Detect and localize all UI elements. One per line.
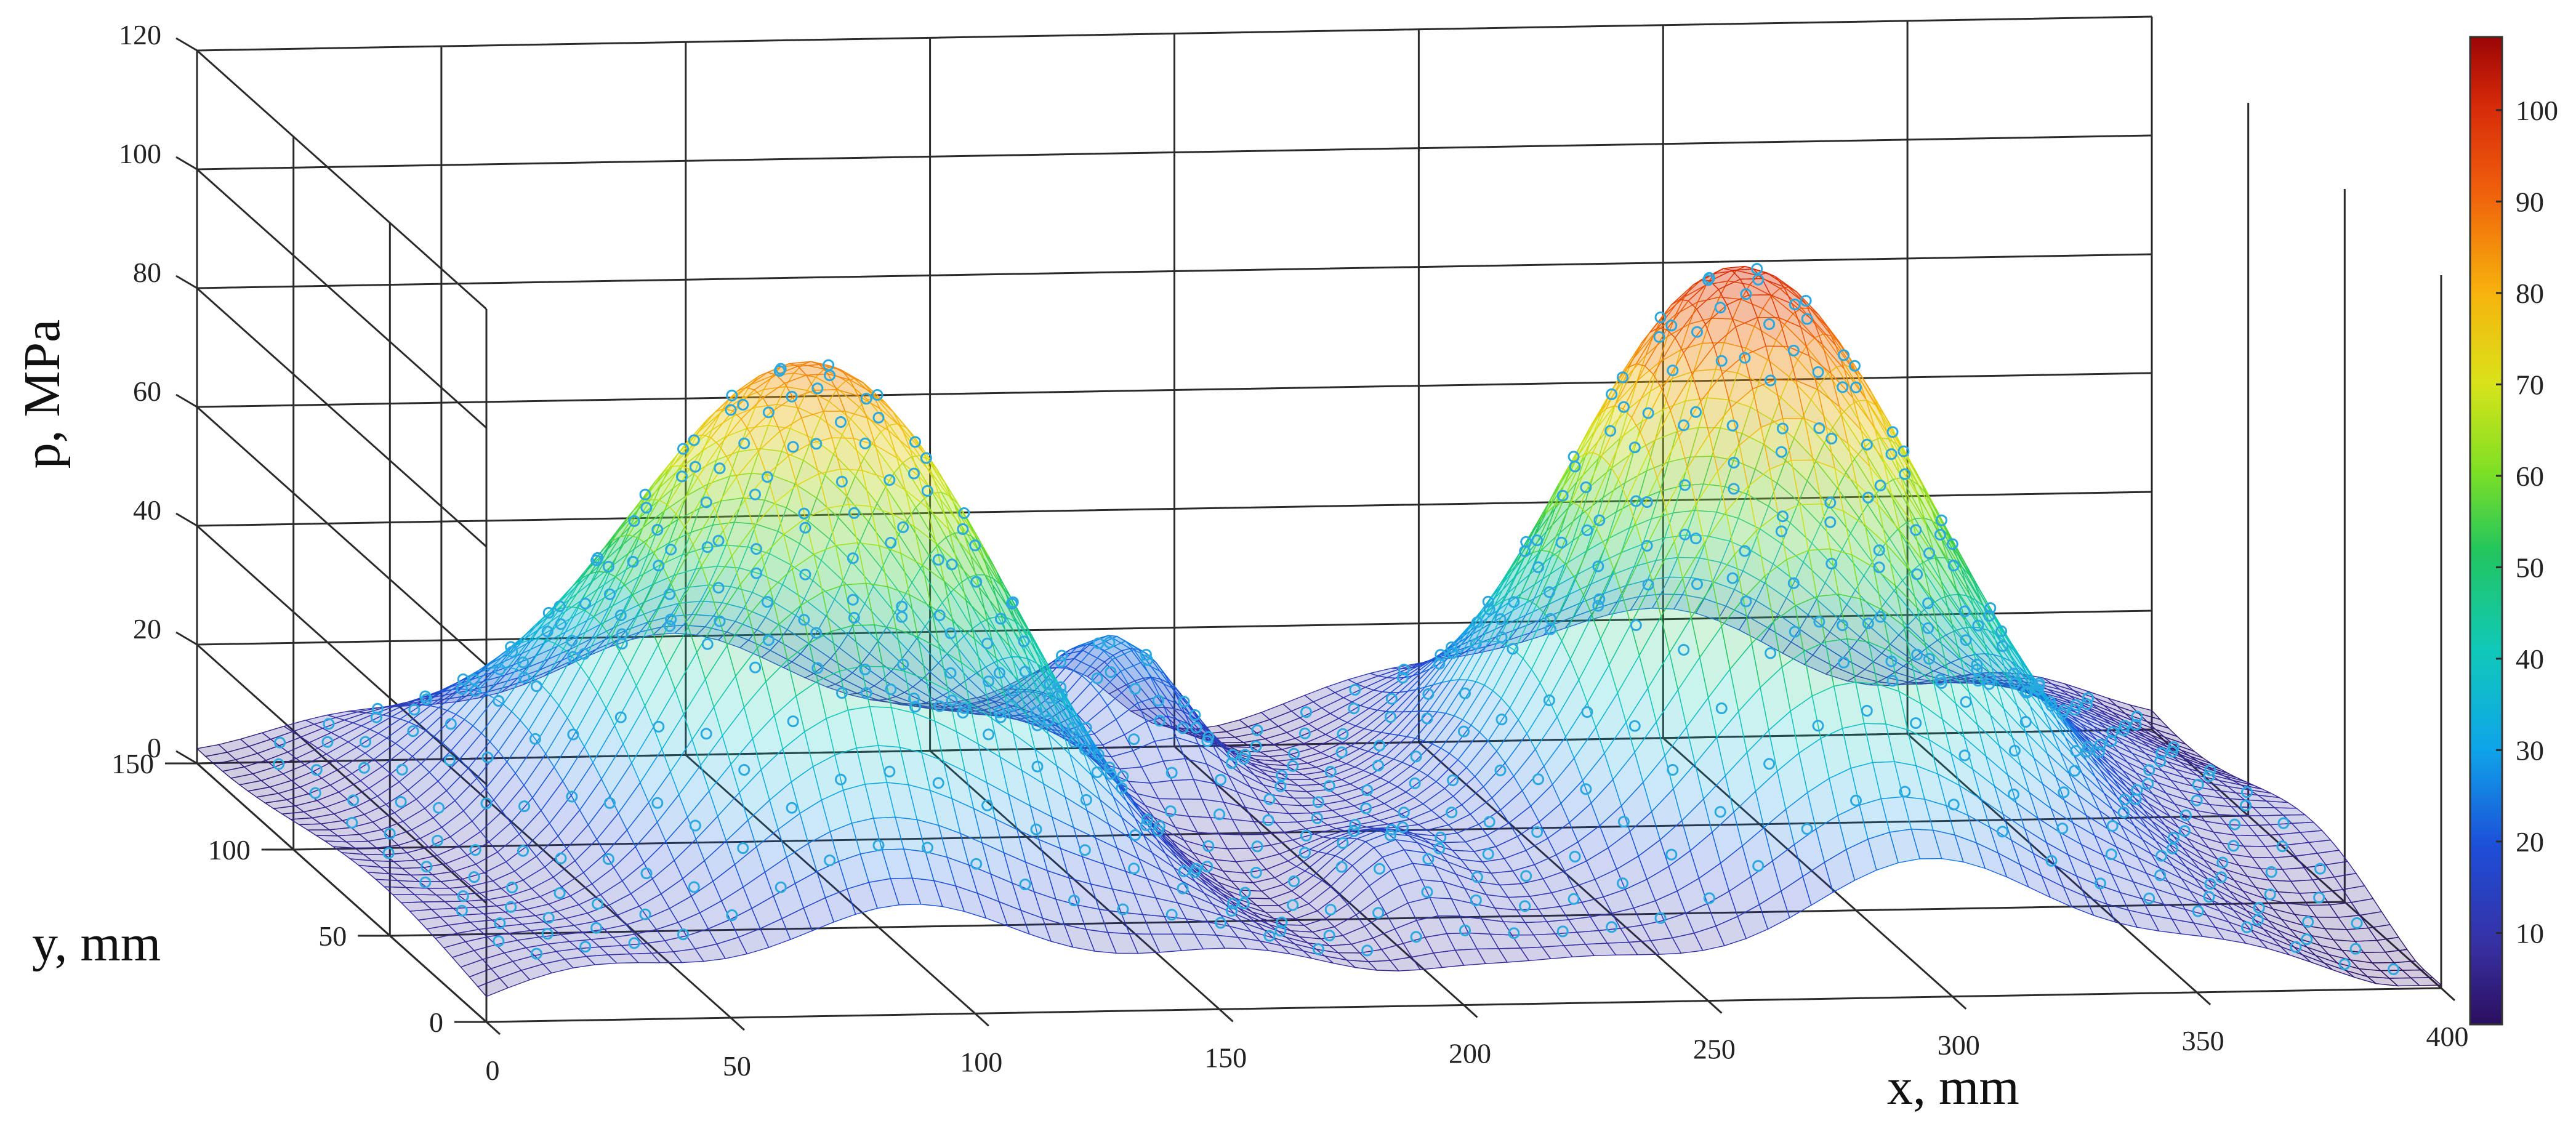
colorbar-tick-label: 60 (2516, 460, 2544, 492)
colorbar-tick-label: 70 (2516, 369, 2544, 400)
colorbar-tick-label: 10 (2516, 918, 2544, 949)
colorbar-tick-label: 40 (2516, 643, 2544, 675)
x-tick-label: 400 (2426, 1021, 2469, 1052)
x-tick-mark (485, 1021, 501, 1036)
y-axis-title: y, mm (32, 915, 161, 972)
y-tick-label: 50 (318, 920, 347, 952)
x-tick-mark (2440, 987, 2456, 1002)
x-tick-mark (2196, 991, 2212, 1006)
x-tick-label: 200 (1449, 1038, 1491, 1069)
x-tick-mark (1218, 1008, 1234, 1023)
z-axis-title: p, MPa (14, 320, 71, 469)
x-tick-label: 250 (1693, 1034, 1736, 1065)
z-tick-mark (175, 393, 198, 408)
x-axis-title: x, mm (1887, 1058, 2019, 1116)
y-tick-label: 0 (429, 1007, 443, 1038)
x-tick-mark (730, 1016, 745, 1031)
x-tick-label: 0 (486, 1055, 500, 1086)
x-tick-label: 150 (1204, 1042, 1247, 1073)
grid-line (196, 17, 2153, 765)
colorbar-tick-label: 100 (2516, 95, 2558, 126)
z-tick-label: 80 (133, 257, 161, 288)
x-tick-label: 100 (960, 1046, 1002, 1077)
z-tick-label: 40 (133, 494, 161, 526)
x-tick-label: 50 (723, 1050, 751, 1082)
x-tick-label: 350 (2182, 1025, 2224, 1056)
x-tick-mark (1707, 1000, 1723, 1014)
z-tick-label: 20 (133, 613, 161, 645)
z-tick-mark (175, 275, 198, 289)
colorbar-gradient (2469, 36, 2503, 1026)
colorbar-tick-label: 90 (2516, 186, 2544, 217)
z-tick-label: 100 (119, 138, 161, 169)
y-tick-label: 100 (208, 834, 251, 866)
colorbar-tick-label: 30 (2516, 734, 2544, 766)
z-tick-label: 60 (133, 376, 161, 407)
z-tick-mark (175, 750, 198, 765)
x-tick-mark (974, 1013, 989, 1027)
z-tick-mark (175, 37, 198, 52)
colorbar: 10 20 30 40 50 60 70 80 90 100 (2469, 36, 2558, 1026)
colorbar-tick-label: 80 (2516, 278, 2544, 309)
z-tick-mark (175, 512, 198, 527)
z-tick-mark (175, 631, 198, 646)
z-tick-label: 120 (119, 19, 161, 50)
colorbar-tick-label: 50 (2516, 552, 2544, 583)
colorbar-tick-label: 20 (2516, 826, 2544, 858)
grid-line (390, 189, 2346, 937)
x-tick-mark (1952, 995, 1967, 1010)
x-tick-label: 300 (1938, 1029, 1980, 1061)
z-tick-mark (175, 156, 198, 171)
x-tick-mark (1463, 1004, 1478, 1018)
z-tick-label: 0 (147, 732, 161, 763)
